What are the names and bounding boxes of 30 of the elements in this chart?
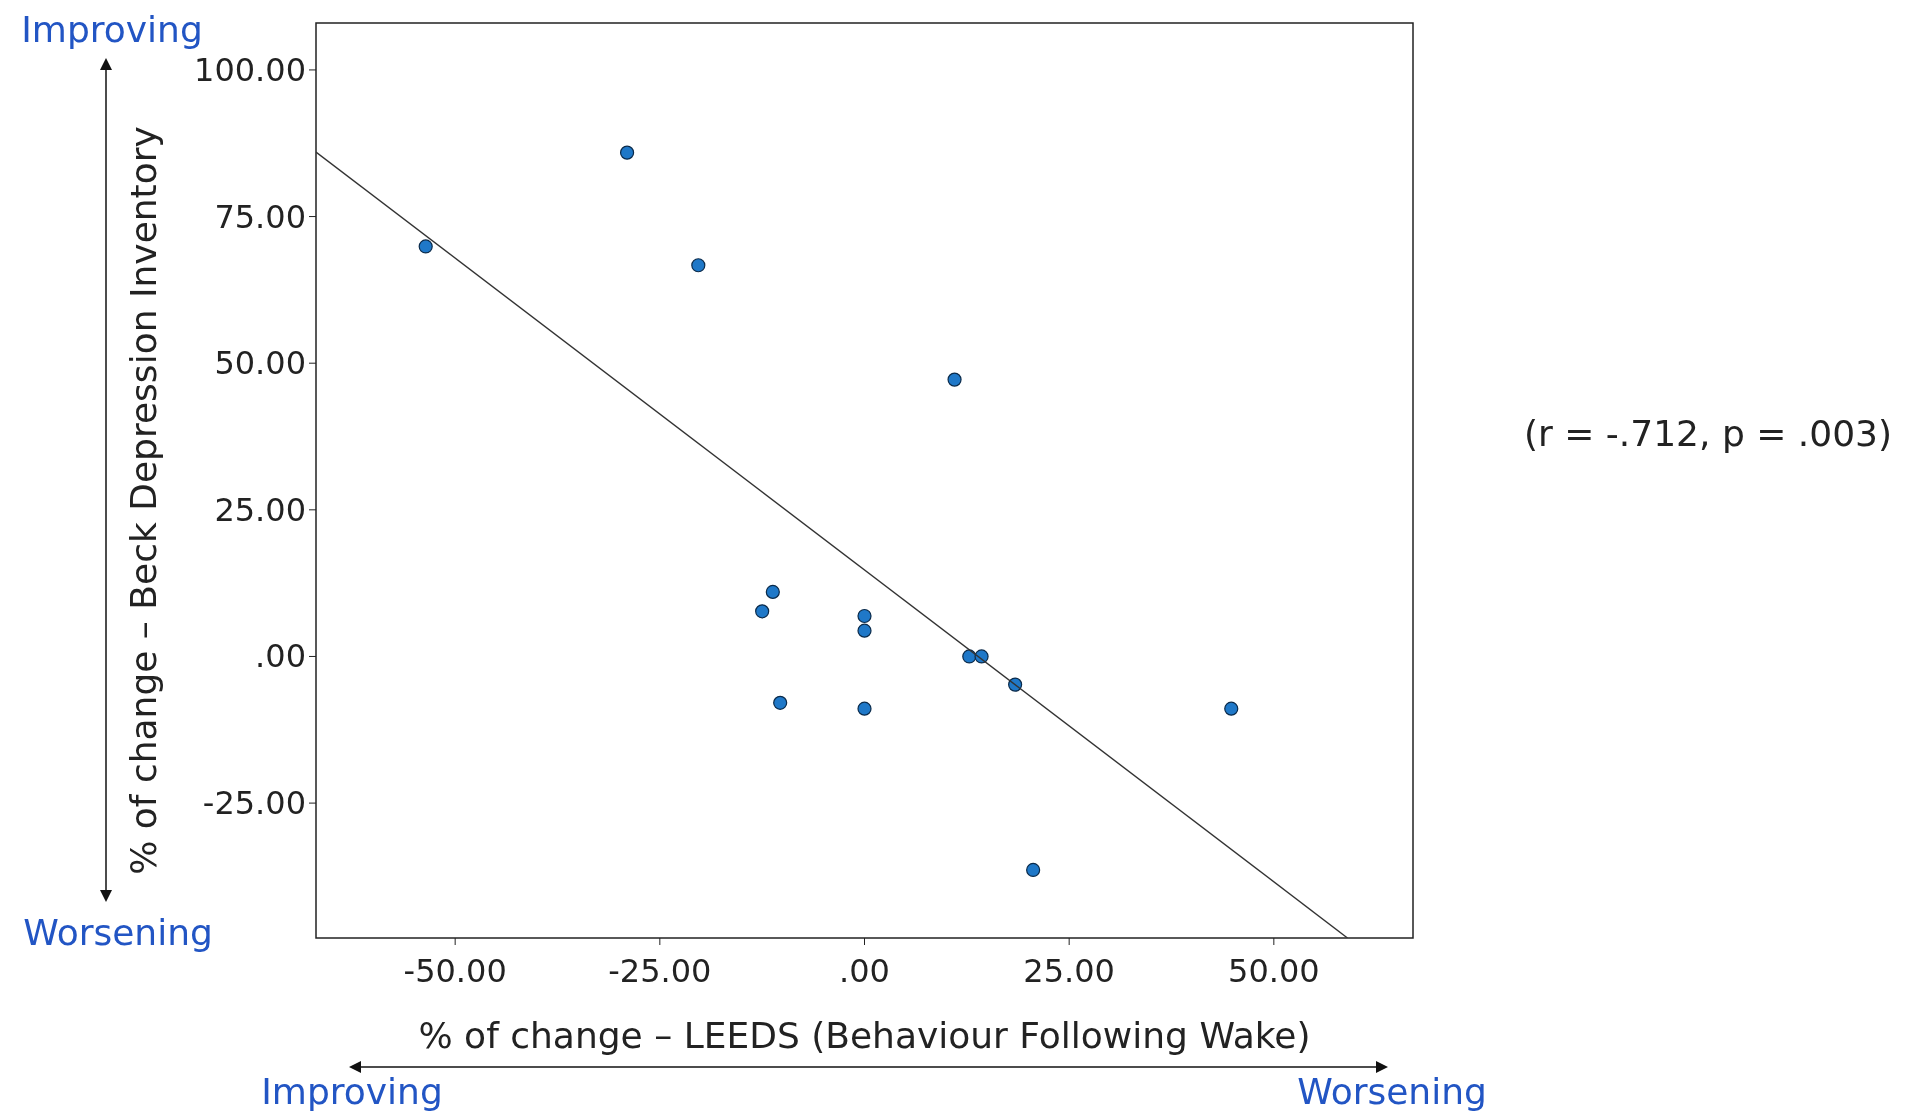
point	[619, 145, 635, 160]
point	[1026, 862, 1041, 878]
x-tick-label: -25.00	[608, 952, 712, 990]
y-tick-label: -25.00	[202, 784, 306, 823]
text: Improving	[21, 9, 203, 50]
point	[418, 239, 433, 254]
point	[857, 701, 872, 716]
y-tick-label: 25.00	[214, 490, 306, 529]
text: Improving	[261, 1071, 443, 1112]
y-tick-label: 50.00	[214, 344, 306, 383]
point	[765, 584, 780, 600]
point	[947, 372, 962, 387]
x-tick-label: 50.00	[1228, 952, 1320, 990]
x-tick-label: 25.00	[1023, 952, 1115, 990]
y-tick-label: 100.00	[194, 50, 306, 89]
point	[773, 695, 788, 710]
text: Worsening	[1297, 1071, 1487, 1112]
point	[857, 608, 872, 624]
y-tick-label: 75.00	[214, 197, 306, 236]
x-tick-label: .00	[839, 952, 890, 990]
y-tick-label: .00	[255, 637, 306, 676]
point	[691, 258, 706, 273]
text: (r = -.712, p = .003)	[1523, 413, 1893, 454]
x-axis-title: % of change – LEEDS (Behaviour Following Wake)	[418, 1015, 1311, 1056]
y-axis-title: % of change – Beck Depression Inventory	[123, 126, 164, 875]
text: Worsening	[23, 912, 213, 953]
point	[857, 623, 872, 638]
point	[755, 604, 770, 619]
point	[1224, 701, 1239, 716]
x-tick-label: -50.00	[403, 952, 507, 990]
